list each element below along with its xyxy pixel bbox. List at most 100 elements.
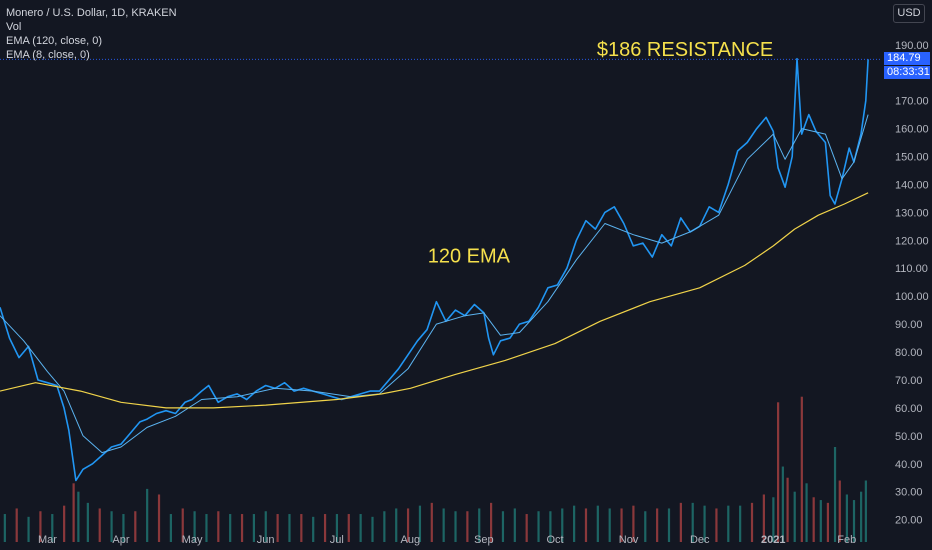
- volume-bar: [371, 516, 374, 542]
- volume-bar: [406, 508, 410, 542]
- volume-bar: [3, 514, 6, 542]
- y-tick-label: 80.00: [895, 347, 923, 359]
- volume-bar: [537, 511, 540, 542]
- volume-bar: [288, 514, 291, 542]
- legend-vol[interactable]: Vol: [6, 21, 22, 33]
- chart-legend: Monero / U.S. Dollar, 1D, KRAKEN Vol EMA…: [6, 6, 177, 62]
- y-tick-label: 160.00: [895, 124, 929, 136]
- volume-bar: [205, 514, 208, 542]
- volume-bar: [777, 402, 780, 542]
- volume-bar: [644, 511, 647, 542]
- volume-bars: [3, 396, 867, 542]
- legend-symbol[interactable]: Monero / U.S. Dollar, 1D, KRAKEN: [6, 7, 177, 19]
- volume-bar: [110, 511, 113, 542]
- y-tick-label: 150.00: [895, 151, 929, 163]
- volume-bar: [276, 514, 279, 542]
- volume-bar: [715, 508, 718, 542]
- volume-bar: [573, 505, 576, 542]
- volume-bar: [838, 480, 841, 542]
- volume-bar: [264, 511, 267, 542]
- volume-bar: [169, 514, 172, 542]
- volume-bar: [864, 480, 867, 542]
- x-tick-label: Sep: [474, 534, 494, 546]
- last-price-tag: 184.79: [884, 52, 930, 66]
- volume-bar: [383, 511, 386, 542]
- volume-bar: [620, 508, 623, 542]
- volume-bar: [812, 497, 815, 542]
- y-tick-label: 20.00: [895, 515, 923, 527]
- volume-bar: [489, 502, 493, 542]
- volume-bar: [193, 511, 196, 542]
- y-tick-label: 30.00: [895, 487, 923, 499]
- volume-bar: [819, 500, 822, 542]
- x-tick-label: Apr: [112, 534, 129, 546]
- y-tick-label: 90.00: [895, 319, 923, 331]
- volume-bar: [691, 502, 694, 542]
- volume-bar: [772, 497, 775, 542]
- volume-bar: [608, 508, 611, 542]
- annotation-label: $186 RESISTANCE: [597, 39, 773, 61]
- x-tick-label: Mar: [38, 534, 57, 546]
- volume-bar: [860, 491, 863, 542]
- x-tick-label: Jul: [330, 534, 344, 546]
- countdown-tag: 08:33:31: [884, 66, 930, 80]
- volume-bar: [762, 494, 765, 542]
- x-tick-label: Dec: [690, 534, 710, 546]
- volume-bar: [478, 508, 481, 542]
- y-tick-label: 110.00: [895, 263, 928, 275]
- volume-bar: [501, 511, 505, 542]
- currency-button[interactable]: USD: [893, 4, 925, 23]
- volume-bar: [793, 491, 796, 542]
- volume-bar: [418, 505, 422, 542]
- x-tick-label: 2021: [761, 534, 785, 546]
- x-tick-label: Nov: [619, 534, 639, 546]
- y-tick-label: 50.00: [895, 431, 923, 443]
- volume-bar: [157, 494, 161, 542]
- y-tick-label: 190.00: [895, 40, 929, 52]
- volume-bar: [727, 505, 730, 542]
- x-tick-label: Jun: [257, 534, 275, 546]
- y-tick-label: 70.00: [895, 375, 923, 387]
- volume-bar: [561, 508, 564, 542]
- volume-bar: [632, 505, 635, 542]
- volume-bar: [786, 477, 789, 542]
- volume-bar: [525, 514, 528, 542]
- volume-bar: [852, 500, 856, 542]
- volume-bar: [252, 514, 256, 542]
- volume-bar: [229, 514, 232, 542]
- volume-bar: [51, 514, 54, 542]
- volume-bar: [430, 502, 433, 542]
- x-tick-label: Feb: [837, 534, 856, 546]
- volume-bar: [826, 502, 830, 542]
- volume-bar: [134, 511, 137, 542]
- volume-bar: [679, 502, 682, 542]
- volume-bar: [454, 511, 457, 542]
- volume-bar: [596, 505, 599, 542]
- y-tick-label: 60.00: [895, 403, 923, 415]
- y-tick-label: 40.00: [895, 459, 923, 471]
- volume-bar: [122, 514, 125, 542]
- volume-bar: [466, 511, 469, 542]
- volume-bar: [395, 508, 398, 542]
- legend-ema8[interactable]: EMA (8, close, 0): [6, 49, 90, 61]
- volume-bar: [72, 483, 75, 542]
- legend-ema120[interactable]: EMA (120, close, 0): [6, 35, 102, 47]
- series-lines: [0, 57, 869, 482]
- volume-bar: [656, 508, 659, 542]
- annotation-label: 120 EMA: [428, 246, 511, 268]
- price-series-line: [0, 57, 869, 482]
- volume-bar: [805, 483, 808, 542]
- volume-bar: [217, 511, 220, 542]
- volume-bar: [667, 508, 671, 542]
- y-tick-label: 100.00: [895, 291, 929, 303]
- x-tick-label: May: [182, 534, 203, 546]
- volume-bar: [584, 508, 588, 542]
- volume-bar: [15, 508, 18, 542]
- volume-bar: [845, 494, 848, 542]
- volume-bar: [750, 502, 754, 542]
- volume-bar: [442, 508, 445, 542]
- volume-bar: [63, 505, 66, 542]
- volume-bar: [781, 466, 784, 542]
